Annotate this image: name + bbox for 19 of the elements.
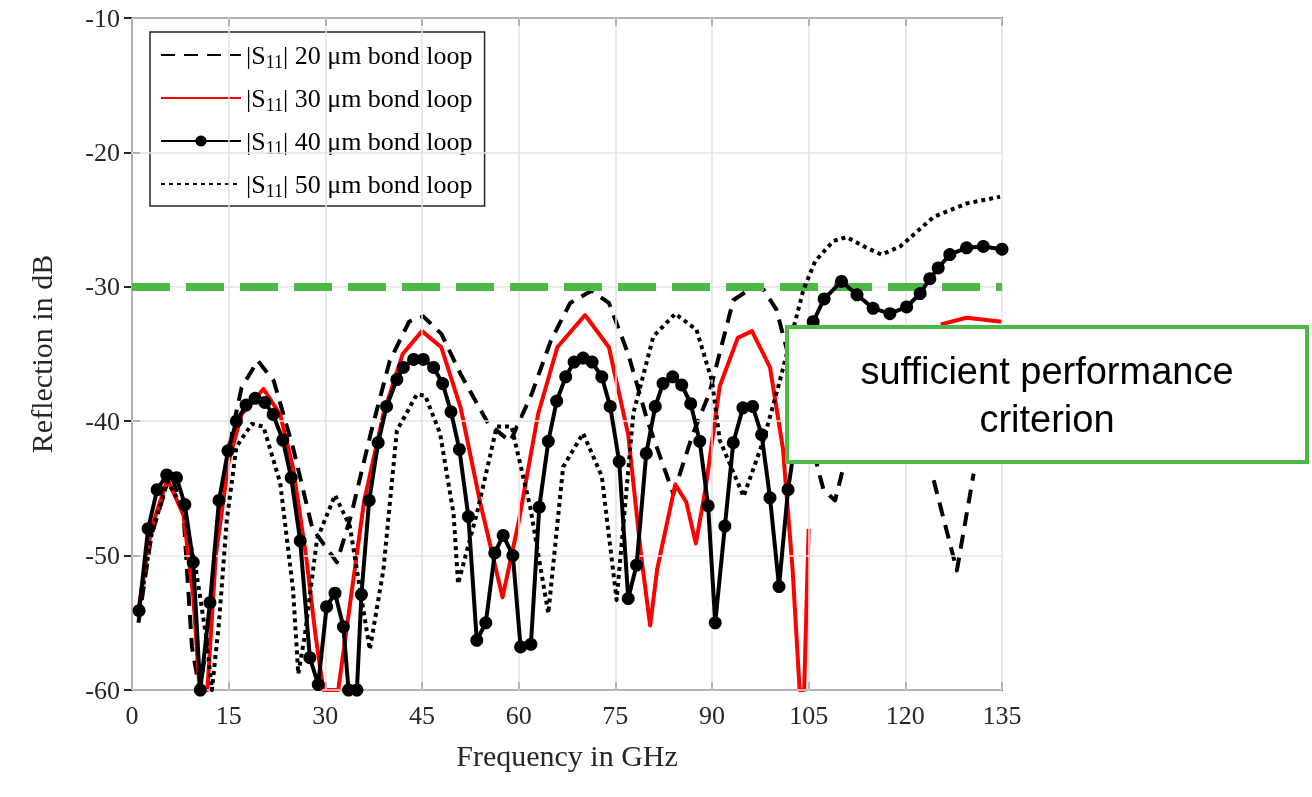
y-tick-label: -20 bbox=[85, 137, 120, 167]
x-tick-label: 0 bbox=[125, 700, 139, 730]
x-tick-label: 120 bbox=[885, 700, 925, 730]
y-tick-label: -30 bbox=[85, 272, 120, 302]
y-tick-label: -10 bbox=[85, 3, 120, 33]
y-axis-title: Reflection in dB bbox=[24, 254, 58, 454]
x-tick-label: 90 bbox=[699, 700, 725, 730]
y-tick-label: -40 bbox=[85, 406, 120, 436]
y-tick-label: -60 bbox=[85, 675, 120, 705]
y-tick-label: -50 bbox=[85, 541, 120, 571]
x-tick-label: 15 bbox=[215, 700, 242, 730]
x-axis-title: Frequency in GHz bbox=[456, 738, 678, 772]
note-box: sufficient performance criterion bbox=[785, 325, 1309, 464]
x-tick-label: 105 bbox=[789, 700, 829, 730]
x-tick-label: 45 bbox=[409, 700, 435, 730]
x-tick-label: 75 bbox=[602, 700, 629, 730]
x-tick-label: 30 bbox=[312, 700, 339, 730]
x-tick-label: 135 bbox=[982, 700, 1022, 730]
x-tick-label: 60 bbox=[505, 700, 532, 730]
